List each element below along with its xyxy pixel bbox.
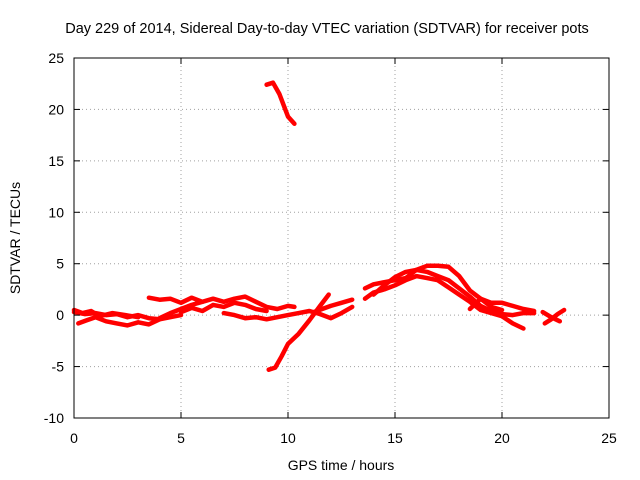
x-tick-label: 25 [601,430,617,446]
y-tick-label: -5 [52,359,65,375]
y-tick-label: 15 [48,153,64,169]
chart-title: Day 229 of 2014, Sidereal Day-to-day VTE… [65,21,589,37]
series-line-arc-j [264,80,297,127]
y-tick-label: 5 [56,256,64,272]
series-line-arc-c [71,307,141,320]
y-tick-label: 20 [48,101,64,117]
y-tick-label: 25 [48,50,64,66]
grid [74,58,609,418]
series-line-arc-g [221,304,355,322]
axis-ticks: 0 5 10 15 20 25 -10 -5 0 5 10 15 20 25 [44,50,617,446]
y-tick-label: 0 [56,307,64,323]
series-line-arc-p [540,309,563,324]
series-line-arc-i [311,297,355,315]
series-line-arc-n [467,296,537,314]
x-tick-label: 5 [177,430,185,446]
x-tick-label: 20 [494,430,510,446]
data-series [71,80,567,372]
y-tick-label: -10 [44,410,64,426]
x-tick-label: 0 [70,430,78,446]
x-tick-label: 10 [280,430,296,446]
y-axis-label: SDTVAR / TECUs [7,182,23,294]
plot-frame [73,57,610,419]
series-line-arc-b [76,314,162,328]
series-line-arc-d [146,295,205,306]
x-axis-label: GPS time / hours [288,457,395,473]
series-line-arc-f [178,300,269,315]
series-line-arc-e [157,294,297,321]
series-line-arc-m [371,267,537,318]
series-line-arc-h [266,292,331,372]
y-tick-label: 10 [48,204,64,220]
x-tick-label: 15 [387,430,403,446]
